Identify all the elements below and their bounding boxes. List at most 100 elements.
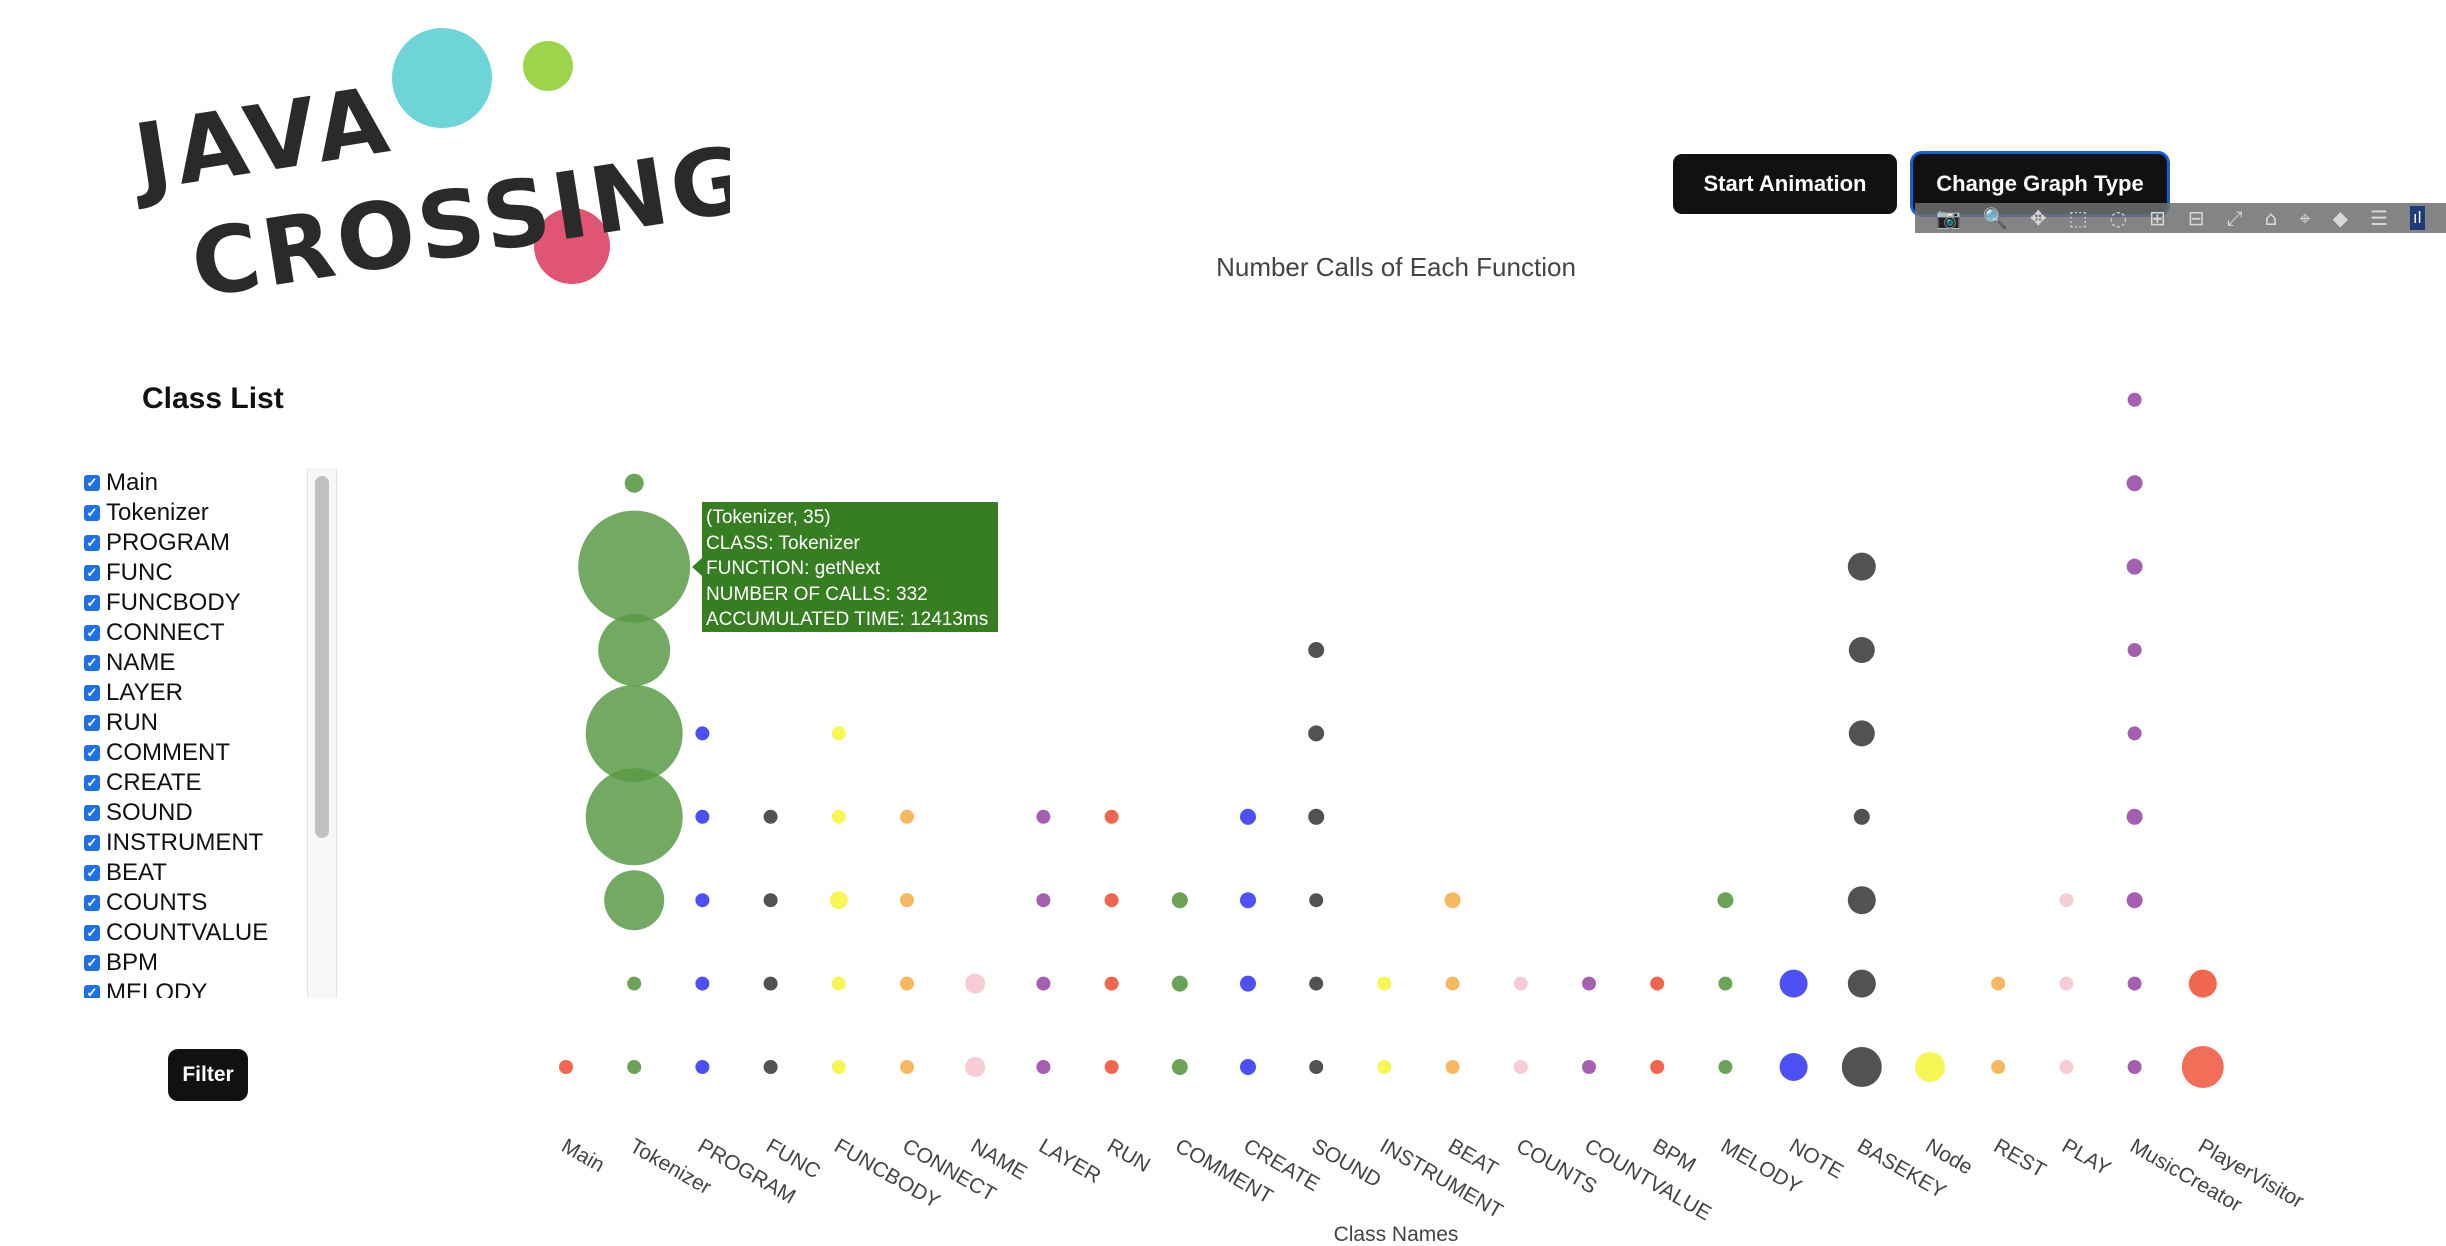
point-melody[interactable]: [1718, 1060, 1733, 1074]
point-tokenizer[interactable]: [598, 614, 671, 686]
point-rest[interactable]: [1991, 976, 2006, 991]
point-counts[interactable]: [1513, 1060, 1528, 1074]
point-instrument[interactable]: [1377, 1060, 1392, 1074]
point-tokenizer[interactable]: [604, 870, 665, 931]
point-play[interactable]: [2059, 1060, 2074, 1074]
point-tokenizer[interactable]: [585, 684, 683, 782]
point-play[interactable]: [2059, 893, 2074, 908]
class-list-scrollbar[interactable]: [307, 468, 337, 998]
zoom-in-icon[interactable]: ⊞: [2149, 206, 2166, 230]
class-list-item[interactable]: ✓ CONNECT: [84, 618, 336, 648]
point-tokenizer[interactable]: [627, 1060, 642, 1074]
point-name[interactable]: [965, 1057, 986, 1077]
class-list[interactable]: ✓ Main ✓ Tokenizer ✓ PROGRAM ✓ FUNC ✓ FUNCBODY ✓ CO…: [84, 468, 336, 998]
pan-icon[interactable]: ✥: [2029, 206, 2047, 230]
point-name[interactable]: [965, 973, 986, 994]
point-rest[interactable]: [1991, 1060, 2006, 1074]
class-list-item[interactable]: ✓ INSTRUMENT: [84, 828, 336, 858]
class-list-item[interactable]: ✓ SOUND: [84, 798, 336, 828]
point-musiccreator[interactable]: [2126, 808, 2143, 825]
point-funcbody[interactable]: [831, 726, 846, 741]
point-sound[interactable]: [1308, 808, 1325, 825]
point-run[interactable]: [1104, 1060, 1119, 1074]
point-program[interactable]: [695, 893, 710, 908]
point-program[interactable]: [695, 1060, 710, 1074]
class-list-item[interactable]: ✓ MELODY: [84, 978, 336, 998]
point-run[interactable]: [1104, 809, 1119, 824]
point-basekey[interactable]: [1848, 637, 1875, 663]
point-countvalue[interactable]: [1582, 1060, 1596, 1074]
hover-compare-icon[interactable]: ☰: [2370, 206, 2388, 230]
class-list-item[interactable]: ✓ Tokenizer: [84, 498, 336, 528]
class-list-item[interactable]: ✓ RUN: [84, 708, 336, 738]
point-play[interactable]: [2059, 976, 2074, 991]
point-create[interactable]: [1240, 975, 1256, 992]
scrollbar-thumb[interactable]: [315, 476, 329, 838]
point-tokenizer[interactable]: [624, 473, 644, 493]
start-animation-button[interactable]: Start Animation: [1673, 154, 1897, 214]
checkbox-checked[interactable]: ✓: [84, 595, 100, 611]
zoom-icon[interactable]: 🔍: [1982, 206, 2008, 230]
hover-closest-icon[interactable]: ◆: [2332, 206, 2348, 230]
point-bpm[interactable]: [1650, 976, 1665, 991]
class-list-item[interactable]: ✓ COMMENT: [84, 738, 336, 768]
point-run[interactable]: [1104, 976, 1119, 991]
point-note[interactable]: [1779, 969, 1808, 998]
point-beat[interactable]: [1445, 976, 1460, 991]
point-layer[interactable]: [1036, 976, 1051, 991]
point-connect[interactable]: [900, 1060, 914, 1074]
point-musiccreator[interactable]: [2127, 976, 2142, 991]
point-counts[interactable]: [1513, 976, 1528, 991]
class-list-item[interactable]: ✓ BEAT: [84, 858, 336, 888]
point-note[interactable]: [1779, 1053, 1808, 1081]
spike-lines-icon[interactable]: ⌖: [2299, 206, 2311, 230]
point-program[interactable]: [695, 726, 710, 741]
checkbox-checked[interactable]: ✓: [84, 835, 100, 851]
checkbox-checked[interactable]: ✓: [84, 475, 100, 491]
point-tokenizer[interactable]: [627, 976, 642, 991]
point-sound[interactable]: [1309, 1060, 1324, 1074]
point-create[interactable]: [1240, 1059, 1256, 1075]
point-funcbody[interactable]: [829, 891, 848, 910]
point-create[interactable]: [1240, 892, 1256, 909]
class-list-item[interactable]: ✓ LAYER: [84, 678, 336, 708]
point-musiccreator[interactable]: [2127, 643, 2142, 657]
point-run[interactable]: [1104, 893, 1119, 908]
point-melody[interactable]: [1718, 976, 1733, 991]
class-list-item[interactable]: ✓ Main: [84, 468, 336, 498]
checkbox-checked[interactable]: ✓: [84, 565, 100, 581]
point-basekey[interactable]: [1847, 552, 1876, 581]
point-musiccreator[interactable]: [2126, 558, 2143, 575]
zoom-out-icon[interactable]: ⊟: [2187, 206, 2205, 230]
point-func[interactable]: [763, 809, 778, 824]
point-musiccreator[interactable]: [2126, 475, 2143, 492]
class-list-item[interactable]: ✓ NAME: [84, 648, 336, 678]
point-comment[interactable]: [1171, 892, 1188, 909]
point-func[interactable]: [763, 893, 778, 908]
point-program[interactable]: [695, 976, 710, 991]
checkbox-checked[interactable]: ✓: [84, 985, 100, 998]
checkbox-checked[interactable]: ✓: [84, 535, 100, 551]
home-icon[interactable]: ⌂: [2264, 206, 2278, 230]
point-instrument[interactable]: [1377, 976, 1392, 991]
class-list-item[interactable]: ✓ COUNTVALUE: [84, 918, 336, 948]
lasso-icon[interactable]: ◌: [2109, 206, 2127, 230]
point-main[interactable]: [559, 1060, 573, 1074]
checkbox-checked[interactable]: ✓: [84, 625, 100, 641]
checkbox-checked[interactable]: ✓: [84, 805, 100, 821]
point-connect[interactable]: [900, 893, 914, 908]
box-select-icon[interactable]: ⬚: [2068, 206, 2088, 230]
point-layer[interactable]: [1036, 809, 1051, 824]
class-list-item[interactable]: ✓ FUNCBODY: [84, 588, 336, 618]
checkbox-checked[interactable]: ✓: [84, 895, 100, 911]
point-layer[interactable]: [1036, 1060, 1051, 1074]
checkbox-checked[interactable]: ✓: [84, 715, 100, 731]
checkbox-checked[interactable]: ✓: [84, 685, 100, 701]
point-funcbody[interactable]: [831, 976, 846, 991]
class-list-item[interactable]: ✓ BPM: [84, 948, 336, 978]
point-playervisitor[interactable]: [2188, 969, 2217, 998]
point-musiccreator[interactable]: [2127, 1060, 2142, 1074]
point-countvalue[interactable]: [1582, 976, 1596, 991]
class-list-item[interactable]: ✓ CREATE: [84, 768, 336, 798]
checkbox-checked[interactable]: ✓: [84, 505, 100, 521]
